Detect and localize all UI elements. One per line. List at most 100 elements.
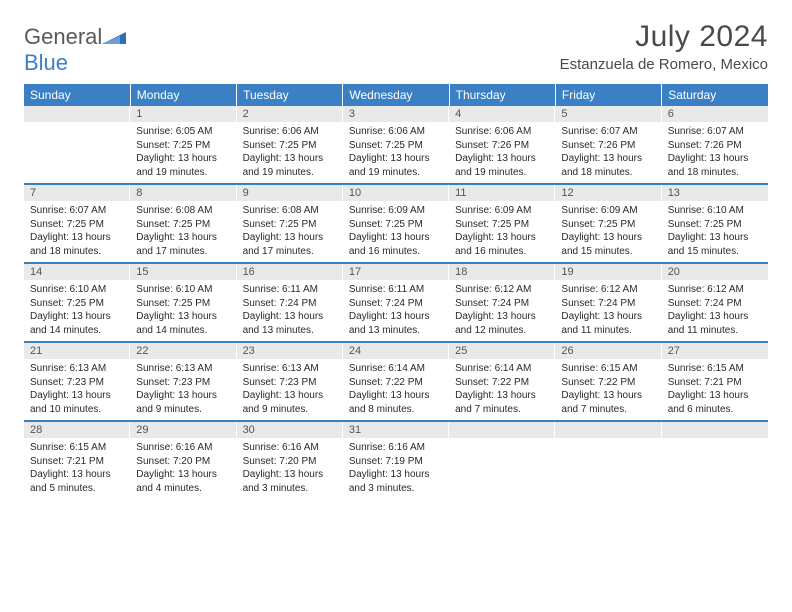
sunrise-text: Sunrise: 6:09 AM bbox=[561, 204, 655, 218]
day-data: Sunrise: 6:06 AMSunset: 7:25 PMDaylight:… bbox=[343, 122, 449, 183]
sunrise-text: Sunrise: 6:13 AM bbox=[30, 362, 124, 376]
sunrise-text: Sunrise: 6:06 AM bbox=[243, 125, 337, 139]
sunset-text: Sunset: 7:21 PM bbox=[30, 455, 124, 469]
day-cell: 3Sunrise: 6:06 AMSunset: 7:25 PMDaylight… bbox=[343, 106, 449, 184]
week-row: 7Sunrise: 6:07 AMSunset: 7:25 PMDaylight… bbox=[24, 184, 768, 263]
daylight-text-1: Daylight: 13 hours bbox=[349, 389, 443, 403]
day-data: Sunrise: 6:09 AMSunset: 7:25 PMDaylight:… bbox=[555, 201, 661, 262]
daylight-text-2: and 18 minutes. bbox=[668, 166, 762, 180]
day-number: 3 bbox=[343, 106, 449, 122]
sunset-text: Sunset: 7:26 PM bbox=[455, 139, 549, 153]
daylight-text-1: Daylight: 13 hours bbox=[349, 231, 443, 245]
day-data: Sunrise: 6:16 AMSunset: 7:20 PMDaylight:… bbox=[237, 438, 343, 499]
day-cell: 10Sunrise: 6:09 AMSunset: 7:25 PMDayligh… bbox=[343, 184, 449, 263]
day-cell: 30Sunrise: 6:16 AMSunset: 7:20 PMDayligh… bbox=[237, 421, 343, 499]
daylight-text-1: Daylight: 13 hours bbox=[349, 152, 443, 166]
sunrise-text: Sunrise: 6:15 AM bbox=[668, 362, 762, 376]
sunrise-text: Sunrise: 6:16 AM bbox=[243, 441, 337, 455]
sunset-text: Sunset: 7:25 PM bbox=[668, 218, 762, 232]
day-number: 15 bbox=[130, 264, 236, 280]
day-number bbox=[449, 422, 555, 438]
week-row: 28Sunrise: 6:15 AMSunset: 7:21 PMDayligh… bbox=[24, 421, 768, 499]
daylight-text-1: Daylight: 13 hours bbox=[243, 468, 337, 482]
logo-text: General Blue bbox=[24, 24, 126, 76]
day-data: Sunrise: 6:10 AMSunset: 7:25 PMDaylight:… bbox=[662, 201, 768, 262]
daylight-text-2: and 6 minutes. bbox=[668, 403, 762, 417]
day-cell: 26Sunrise: 6:15 AMSunset: 7:22 PMDayligh… bbox=[555, 342, 661, 421]
sunset-text: Sunset: 7:24 PM bbox=[668, 297, 762, 311]
day-cell: 19Sunrise: 6:12 AMSunset: 7:24 PMDayligh… bbox=[555, 263, 661, 342]
daylight-text-2: and 17 minutes. bbox=[136, 245, 230, 259]
day-cell: 27Sunrise: 6:15 AMSunset: 7:21 PMDayligh… bbox=[662, 342, 768, 421]
sunrise-text: Sunrise: 6:16 AM bbox=[349, 441, 443, 455]
sunrise-text: Sunrise: 6:11 AM bbox=[243, 283, 337, 297]
day-cell: 17Sunrise: 6:11 AMSunset: 7:24 PMDayligh… bbox=[343, 263, 449, 342]
day-number: 8 bbox=[130, 185, 236, 201]
daylight-text-2: and 11 minutes. bbox=[561, 324, 655, 338]
day-data bbox=[24, 122, 130, 162]
daylight-text-1: Daylight: 13 hours bbox=[561, 231, 655, 245]
day-cell: 6Sunrise: 6:07 AMSunset: 7:26 PMDaylight… bbox=[662, 106, 768, 184]
day-cell: 28Sunrise: 6:15 AMSunset: 7:21 PMDayligh… bbox=[24, 421, 130, 499]
daylight-text-1: Daylight: 13 hours bbox=[455, 231, 549, 245]
daylight-text-1: Daylight: 13 hours bbox=[455, 310, 549, 324]
day-cell: 12Sunrise: 6:09 AMSunset: 7:25 PMDayligh… bbox=[555, 184, 661, 263]
day-data: Sunrise: 6:06 AMSunset: 7:25 PMDaylight:… bbox=[237, 122, 343, 183]
sunset-text: Sunset: 7:25 PM bbox=[30, 218, 124, 232]
day-data: Sunrise: 6:10 AMSunset: 7:25 PMDaylight:… bbox=[130, 280, 236, 341]
sunset-text: Sunset: 7:25 PM bbox=[349, 139, 443, 153]
day-data: Sunrise: 6:11 AMSunset: 7:24 PMDaylight:… bbox=[343, 280, 449, 341]
daylight-text-2: and 19 minutes. bbox=[455, 166, 549, 180]
day-cell bbox=[24, 106, 130, 184]
day-number: 31 bbox=[343, 422, 449, 438]
day-data: Sunrise: 6:10 AMSunset: 7:25 PMDaylight:… bbox=[24, 280, 130, 341]
daylight-text-2: and 17 minutes. bbox=[243, 245, 337, 259]
day-data: Sunrise: 6:16 AMSunset: 7:19 PMDaylight:… bbox=[343, 438, 449, 499]
sunrise-text: Sunrise: 6:13 AM bbox=[243, 362, 337, 376]
day-number: 30 bbox=[237, 422, 343, 438]
daylight-text-1: Daylight: 13 hours bbox=[455, 152, 549, 166]
daylight-text-2: and 3 minutes. bbox=[243, 482, 337, 496]
daylight-text-2: and 5 minutes. bbox=[30, 482, 124, 496]
sunrise-text: Sunrise: 6:10 AM bbox=[668, 204, 762, 218]
sunrise-text: Sunrise: 6:07 AM bbox=[30, 204, 124, 218]
day-data: Sunrise: 6:13 AMSunset: 7:23 PMDaylight:… bbox=[130, 359, 236, 420]
day-header: Monday bbox=[130, 84, 236, 106]
day-number: 23 bbox=[237, 343, 343, 359]
daylight-text-2: and 15 minutes. bbox=[668, 245, 762, 259]
day-data: Sunrise: 6:06 AMSunset: 7:26 PMDaylight:… bbox=[449, 122, 555, 183]
week-row: 21Sunrise: 6:13 AMSunset: 7:23 PMDayligh… bbox=[24, 342, 768, 421]
sunset-text: Sunset: 7:25 PM bbox=[136, 139, 230, 153]
sunrise-text: Sunrise: 6:13 AM bbox=[136, 362, 230, 376]
day-number: 1 bbox=[130, 106, 236, 122]
day-number: 29 bbox=[130, 422, 236, 438]
title-block: July 2024 Estanzuela de Romero, Mexico bbox=[560, 20, 768, 73]
day-data: Sunrise: 6:08 AMSunset: 7:25 PMDaylight:… bbox=[237, 201, 343, 262]
daylight-text-2: and 19 minutes. bbox=[136, 166, 230, 180]
week-row: 14Sunrise: 6:10 AMSunset: 7:25 PMDayligh… bbox=[24, 263, 768, 342]
day-cell: 9Sunrise: 6:08 AMSunset: 7:25 PMDaylight… bbox=[237, 184, 343, 263]
sunset-text: Sunset: 7:25 PM bbox=[136, 218, 230, 232]
day-cell: 23Sunrise: 6:13 AMSunset: 7:23 PMDayligh… bbox=[237, 342, 343, 421]
day-number bbox=[24, 106, 130, 122]
day-header: Thursday bbox=[449, 84, 555, 106]
sunrise-text: Sunrise: 6:14 AM bbox=[349, 362, 443, 376]
daylight-text-2: and 9 minutes. bbox=[243, 403, 337, 417]
day-cell: 5Sunrise: 6:07 AMSunset: 7:26 PMDaylight… bbox=[555, 106, 661, 184]
daylight-text-2: and 16 minutes. bbox=[455, 245, 549, 259]
day-cell: 22Sunrise: 6:13 AMSunset: 7:23 PMDayligh… bbox=[130, 342, 236, 421]
day-cell: 24Sunrise: 6:14 AMSunset: 7:22 PMDayligh… bbox=[343, 342, 449, 421]
sunset-text: Sunset: 7:25 PM bbox=[243, 218, 337, 232]
day-data: Sunrise: 6:05 AMSunset: 7:25 PMDaylight:… bbox=[130, 122, 236, 183]
day-cell: 7Sunrise: 6:07 AMSunset: 7:25 PMDaylight… bbox=[24, 184, 130, 263]
daylight-text-2: and 18 minutes. bbox=[30, 245, 124, 259]
logo-text-1: General bbox=[24, 24, 102, 49]
sunrise-text: Sunrise: 6:16 AM bbox=[136, 441, 230, 455]
day-number: 21 bbox=[24, 343, 130, 359]
daylight-text-2: and 14 minutes. bbox=[30, 324, 124, 338]
day-cell: 21Sunrise: 6:13 AMSunset: 7:23 PMDayligh… bbox=[24, 342, 130, 421]
daylight-text-2: and 18 minutes. bbox=[561, 166, 655, 180]
day-data: Sunrise: 6:09 AMSunset: 7:25 PMDaylight:… bbox=[449, 201, 555, 262]
sunrise-text: Sunrise: 6:06 AM bbox=[349, 125, 443, 139]
day-number bbox=[662, 422, 768, 438]
